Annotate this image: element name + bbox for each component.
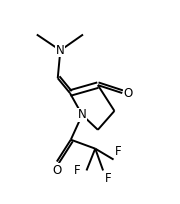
Text: N: N — [78, 108, 87, 121]
Text: F: F — [74, 164, 80, 177]
Text: O: O — [52, 164, 62, 176]
Text: N: N — [56, 44, 65, 57]
Text: F: F — [105, 172, 111, 185]
Text: O: O — [123, 86, 132, 100]
Text: F: F — [115, 145, 122, 157]
